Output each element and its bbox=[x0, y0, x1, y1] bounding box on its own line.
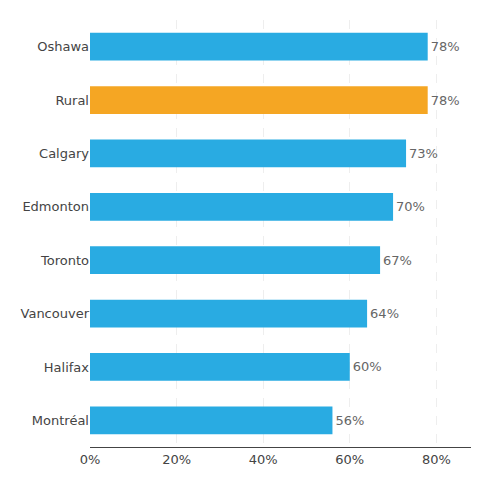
svg-text:70%: 70% bbox=[396, 199, 425, 214]
svg-text:Vancouver: Vancouver bbox=[21, 306, 90, 321]
svg-text:Oshawa: Oshawa bbox=[37, 39, 89, 54]
svg-text:Halifax: Halifax bbox=[44, 359, 90, 374]
svg-text:0%: 0% bbox=[80, 452, 101, 467]
svg-text:Edmonton: Edmonton bbox=[22, 199, 89, 214]
svg-text:Montréal: Montréal bbox=[32, 413, 89, 428]
svg-text:Toronto: Toronto bbox=[40, 253, 89, 268]
svg-text:40%: 40% bbox=[249, 452, 278, 467]
svg-text:67%: 67% bbox=[383, 253, 412, 268]
svg-text:Rural: Rural bbox=[55, 93, 89, 108]
svg-text:80%: 80% bbox=[422, 452, 451, 467]
svg-text:56%: 56% bbox=[335, 413, 364, 428]
svg-text:78%: 78% bbox=[431, 39, 460, 54]
svg-text:78%: 78% bbox=[431, 93, 460, 108]
svg-text:Calgary: Calgary bbox=[39, 146, 89, 161]
svg-text:73%: 73% bbox=[409, 146, 438, 161]
svg-text:60%: 60% bbox=[335, 452, 364, 467]
svg-text:64%: 64% bbox=[370, 306, 399, 321]
svg-text:20%: 20% bbox=[162, 452, 191, 467]
svg-text:60%: 60% bbox=[353, 359, 382, 374]
